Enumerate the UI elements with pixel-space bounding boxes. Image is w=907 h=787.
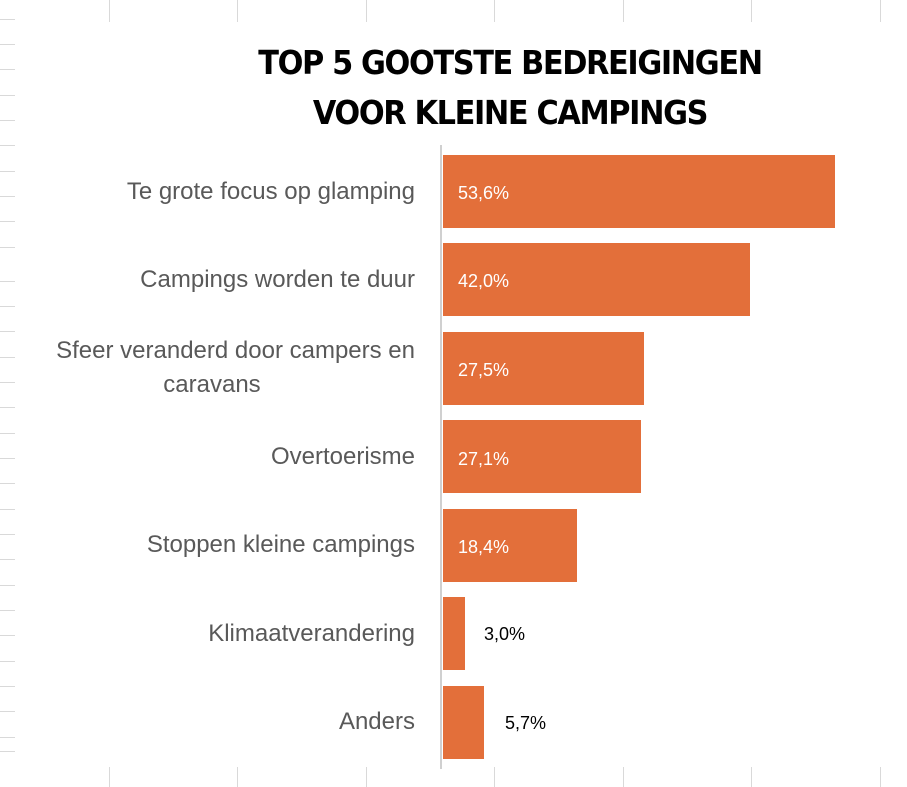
- row-line: [0, 95, 15, 96]
- column-line: [237, 0, 238, 22]
- row-line: [0, 458, 15, 459]
- row-line: [0, 509, 15, 510]
- category-label: Stoppen kleine campings: [146, 531, 415, 558]
- data-label: 53,6%: [458, 183, 510, 203]
- category-label: Klimaatverandering: [208, 620, 415, 647]
- row-line: [0, 171, 15, 172]
- row-line: [0, 281, 15, 282]
- column-line: [623, 0, 624, 22]
- row-line: [0, 610, 15, 611]
- category-axis-line: [440, 145, 442, 769]
- data-label: 27,1%: [458, 449, 510, 469]
- category-label-line: caravans: [163, 371, 261, 398]
- row-line: [0, 751, 15, 752]
- row-line: [0, 120, 15, 121]
- row-line: [0, 145, 15, 146]
- row-line: [0, 19, 15, 20]
- category-label: Campings worden te duur: [140, 266, 415, 293]
- column-line: [366, 0, 367, 22]
- chart-title-line-1: TOP 5 GOOTSTE BEDREIGINGEN: [258, 43, 763, 82]
- chart-title-line-2: VOOR KLEINE CAMPINGS: [312, 93, 709, 132]
- row-line: [0, 69, 15, 70]
- data-label: 42,0%: [458, 271, 510, 291]
- row-line: [0, 407, 15, 408]
- column-line: [494, 767, 495, 787]
- category-label: Sfeer veranderd door campers en caravans: [0, 334, 415, 402]
- bar[interactable]: [443, 155, 835, 228]
- data-label: 18,4%: [458, 537, 510, 557]
- column-line: [751, 767, 752, 787]
- row-line: [0, 585, 15, 586]
- chart-title: TOP 5 GOOTSTE BEDREIGINGEN VOOR KLEINE C…: [197, 38, 823, 138]
- column-line: [237, 767, 238, 787]
- bar[interactable]: [443, 420, 641, 493]
- row-line: [0, 711, 15, 712]
- data-label: 3,0%: [484, 624, 526, 644]
- column-line: [366, 767, 367, 787]
- row-line: [0, 686, 15, 687]
- row-line: [0, 306, 15, 307]
- column-line: [751, 0, 752, 22]
- column-line: [623, 767, 624, 787]
- row-line: [0, 483, 15, 484]
- bar[interactable]: [443, 686, 484, 759]
- data-label: 5,7%: [505, 713, 547, 733]
- row-line: [0, 44, 15, 45]
- row-line: [0, 559, 15, 560]
- bar[interactable]: [443, 597, 465, 670]
- column-line: [109, 0, 110, 22]
- row-line: [0, 433, 15, 434]
- data-label: 27,5%: [458, 360, 510, 380]
- row-line: [0, 196, 15, 197]
- bar[interactable]: [443, 509, 577, 582]
- row-line: [0, 534, 15, 535]
- row-line: [0, 737, 15, 738]
- row-line: [0, 635, 15, 636]
- column-line: [494, 0, 495, 22]
- row-line: [0, 357, 15, 358]
- row-line: [0, 382, 15, 383]
- row-line: [0, 221, 15, 222]
- row-line: [0, 247, 15, 248]
- category-label-line: Sfeer veranderd door campers en: [56, 337, 415, 364]
- category-label: Te grote focus op glamping: [126, 178, 415, 205]
- bar[interactable]: [443, 332, 644, 405]
- row-line: [0, 661, 15, 662]
- column-line: [109, 767, 110, 787]
- category-label: Overtoerisme: [270, 443, 415, 470]
- bar[interactable]: [443, 243, 750, 316]
- column-line: [880, 767, 881, 787]
- column-line: [880, 0, 881, 22]
- category-label: Anders: [338, 708, 415, 735]
- row-line: [0, 331, 15, 332]
